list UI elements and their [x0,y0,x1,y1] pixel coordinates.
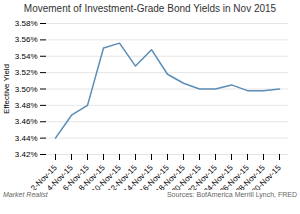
html-text:Sources: BofAmerica Merrill Ly: Sources: BofAmerica Merrill Lynch, FRED [166,191,297,198]
svg-text:3.56%: 3.56% [15,35,38,44]
svg-text:3.50%: 3.50% [15,85,38,94]
svg-text:3.52%: 3.52% [15,68,38,77]
svg-text:3.58%: 3.58% [15,19,38,28]
svg-text:3.42%: 3.42% [15,150,38,159]
svg-text:3.46%: 3.46% [15,117,38,126]
svg-text:3.44%: 3.44% [15,134,38,143]
svg-text:3.54%: 3.54% [15,52,38,61]
html-text:Movement of Investment-Grade B: Movement of Investment-Grade Bond Yields… [23,3,277,14]
svg-text:Effective Yield: Effective Yield [2,64,11,114]
svg-text:3.48%: 3.48% [15,101,38,110]
svg-text:30-Nov-15: 30-Nov-15 [250,163,283,190]
html-text:Market Realist: Market Realist [3,191,48,198]
